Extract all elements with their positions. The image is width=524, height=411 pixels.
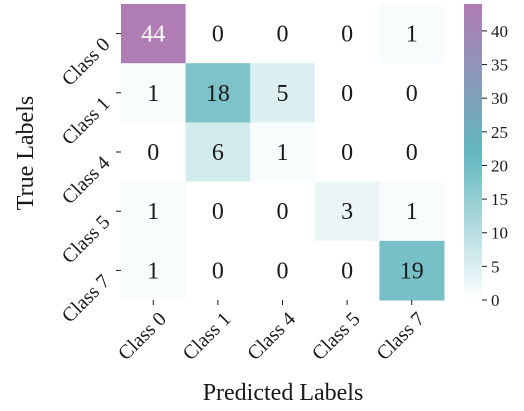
cell-value-label: 1 xyxy=(147,199,159,225)
colorbar-tick-label: 5 xyxy=(491,257,500,276)
heatmap-cell xyxy=(121,181,187,242)
cell-value-label: 3 xyxy=(341,199,353,225)
heatmap-cell xyxy=(185,240,251,301)
heatmap-cell xyxy=(314,240,380,301)
colorbar-ticks: 0 5 10 15 20 25 30 35 40 xyxy=(482,22,508,310)
cell-value-label: 0 xyxy=(406,140,418,166)
cell-value-label: 0 xyxy=(212,22,224,48)
heatmap-cell xyxy=(185,63,251,123)
colorbar-tick-label: 10 xyxy=(491,224,508,243)
x-tick-label: Class 7 xyxy=(372,308,429,365)
y-tick-label: Class 5 xyxy=(58,211,115,268)
colorbar-tick-label: 30 xyxy=(491,89,508,108)
heatmap-cell xyxy=(250,122,316,183)
colorbar xyxy=(464,4,482,300)
heatmap-cell xyxy=(379,63,445,123)
heatmap-cell xyxy=(379,181,445,242)
cell-value-label: 19 xyxy=(400,258,424,284)
cell-value-label: 1 xyxy=(406,199,418,225)
x-tick-label: Class 4 xyxy=(243,308,300,365)
cell-value-label: 0 xyxy=(341,81,353,107)
heatmap-cell xyxy=(121,4,187,64)
cell-value-label: 1 xyxy=(277,140,289,166)
x-tick-label: Class 1 xyxy=(179,308,236,365)
x-tick-label: Class 0 xyxy=(114,308,171,365)
heatmap-cell-labels: 44 0 0 0 1 1 18 5 0 0 0 6 1 0 0 1 0 0 3 1 1 0 0 0 19 xyxy=(141,22,423,285)
heatmap-cell xyxy=(250,63,316,123)
colorbar-tick-label: 20 xyxy=(491,156,508,175)
y-tick-label: Class 1 xyxy=(58,93,115,150)
heatmap-cell xyxy=(314,63,380,123)
cell-value-label: 0 xyxy=(341,22,353,48)
heatmap-cell xyxy=(185,4,251,64)
cell-value-label: 0 xyxy=(341,258,353,284)
x-axis-title: Predicted Labels xyxy=(203,380,364,406)
heatmap-cell xyxy=(250,4,316,64)
cell-value-label: 1 xyxy=(147,81,159,107)
heatmap-cell xyxy=(121,240,187,301)
colorbar-tick-label: 40 xyxy=(491,22,508,41)
heatmap-cell xyxy=(314,122,380,183)
cell-value-label: 0 xyxy=(406,81,418,107)
cell-value-label: 0 xyxy=(277,22,289,48)
heatmap-cell xyxy=(314,4,380,64)
cell-value-label: 0 xyxy=(212,258,224,284)
heatmap-cell xyxy=(121,122,187,183)
cell-value-label: 0 xyxy=(147,140,159,166)
y-tick-label: Class 7 xyxy=(58,270,115,327)
heatmap-cell xyxy=(185,122,251,183)
cell-value-label: 0 xyxy=(277,258,289,284)
cell-value-label: 44 xyxy=(141,22,165,48)
heatmap-cell xyxy=(379,122,445,183)
colorbar-tick-label: 15 xyxy=(491,190,508,209)
x-tick-label: Class 5 xyxy=(308,308,365,365)
colorbar-tick-label: 0 xyxy=(491,291,500,310)
y-tick-label: Class 4 xyxy=(58,152,115,209)
cell-value-label: 0 xyxy=(341,140,353,166)
y-axis-title: True Labels xyxy=(13,96,39,210)
colorbar-tick-label: 25 xyxy=(491,123,508,142)
cell-value-label: 0 xyxy=(277,199,289,225)
heatmap-cell xyxy=(250,240,316,301)
cell-value-label: 1 xyxy=(406,22,418,48)
cell-value-label: 18 xyxy=(206,81,230,107)
cell-value-label: 0 xyxy=(212,199,224,225)
cell-value-label: 6 xyxy=(212,140,224,166)
heatmap-cell xyxy=(185,181,251,242)
cell-value-label: 1 xyxy=(147,258,159,284)
y-tick-label: Class 0 xyxy=(58,34,115,91)
heatmap-cell xyxy=(379,4,445,64)
heatmap-cell xyxy=(379,240,445,301)
heatmap-cell xyxy=(121,63,187,123)
heatmap-cell xyxy=(314,181,380,242)
colorbar-tick-label: 35 xyxy=(491,56,508,75)
heatmap-cells xyxy=(121,4,445,301)
cell-value-label: 5 xyxy=(277,81,289,107)
x-axis-ticks: Class 0 Class 1 Class 4 Class 5 Class 7 xyxy=(114,300,429,365)
heatmap-cell xyxy=(250,181,316,242)
